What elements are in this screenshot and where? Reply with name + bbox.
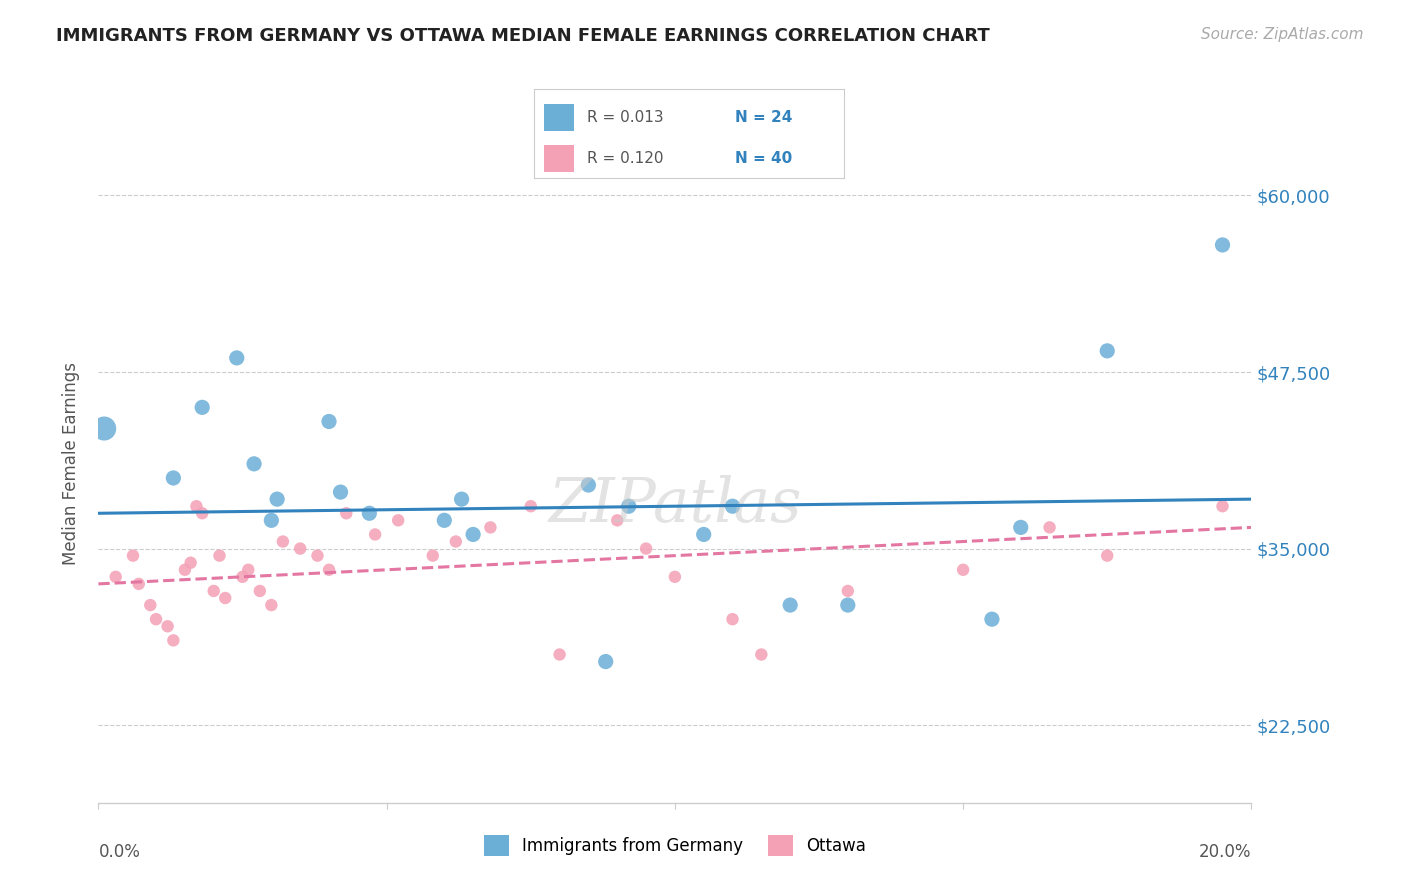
Point	[318, 563, 340, 577]
Text: N = 24: N = 24	[735, 111, 793, 125]
FancyBboxPatch shape	[544, 104, 575, 131]
Point	[249, 584, 271, 599]
Point	[1097, 343, 1119, 358]
Point	[450, 492, 472, 507]
Text: R = 0.120: R = 0.120	[586, 152, 664, 166]
Point	[145, 612, 167, 626]
Point	[520, 500, 543, 514]
Point	[260, 598, 283, 612]
Point	[422, 549, 444, 563]
Point	[329, 485, 352, 500]
Point	[180, 556, 202, 570]
Point	[307, 549, 329, 563]
Point	[290, 541, 312, 556]
Point	[1038, 520, 1062, 534]
Point	[231, 570, 254, 584]
Point	[122, 549, 145, 563]
Point	[1212, 238, 1234, 252]
Point	[162, 471, 184, 485]
Point	[318, 415, 340, 429]
Point	[243, 457, 266, 471]
Point	[461, 527, 484, 541]
Point	[578, 478, 600, 492]
Point	[202, 584, 225, 599]
Text: ZIPatlas: ZIPatlas	[548, 475, 801, 534]
Point	[364, 527, 387, 541]
Point	[479, 520, 502, 534]
Point	[721, 612, 744, 626]
Text: R = 0.013: R = 0.013	[586, 111, 664, 125]
Point	[191, 506, 214, 520]
Point	[606, 513, 628, 527]
Point	[751, 648, 773, 662]
Point	[104, 570, 127, 584]
Point	[636, 541, 658, 556]
Point	[693, 527, 716, 541]
Point	[128, 577, 150, 591]
Point	[721, 500, 744, 514]
FancyBboxPatch shape	[544, 145, 575, 172]
Text: IMMIGRANTS FROM GERMANY VS OTTAWA MEDIAN FEMALE EARNINGS CORRELATION CHART: IMMIGRANTS FROM GERMANY VS OTTAWA MEDIAN…	[56, 27, 990, 45]
Point	[444, 534, 467, 549]
Point	[266, 492, 288, 507]
Point	[779, 598, 801, 612]
Point	[156, 619, 179, 633]
Text: Source: ZipAtlas.com: Source: ZipAtlas.com	[1201, 27, 1364, 42]
Point	[174, 563, 197, 577]
Point	[335, 506, 357, 520]
Point	[260, 513, 283, 527]
Point	[93, 421, 115, 435]
Point	[359, 506, 381, 520]
Point	[271, 534, 294, 549]
Point	[433, 513, 456, 527]
Legend: Immigrants from Germany, Ottawa: Immigrants from Germany, Ottawa	[477, 829, 873, 863]
Point	[1010, 520, 1032, 534]
Point	[214, 591, 236, 605]
Point	[1097, 549, 1119, 563]
Point	[387, 513, 409, 527]
Point	[191, 401, 214, 415]
Point	[595, 655, 617, 669]
Y-axis label: Median Female Earnings: Median Female Earnings	[62, 362, 80, 566]
Point	[664, 570, 686, 584]
Point	[617, 500, 640, 514]
Point	[1212, 500, 1234, 514]
Point	[837, 598, 859, 612]
Point	[186, 500, 208, 514]
Point	[162, 633, 184, 648]
Point	[208, 549, 231, 563]
Point	[225, 351, 247, 365]
Text: 0.0%: 0.0%	[98, 844, 141, 862]
Point	[548, 648, 571, 662]
Point	[238, 563, 260, 577]
Point	[952, 563, 974, 577]
Point	[981, 612, 1004, 626]
Text: 20.0%: 20.0%	[1199, 844, 1251, 862]
Text: N = 40: N = 40	[735, 152, 793, 166]
Point	[837, 584, 859, 599]
Point	[139, 598, 162, 612]
